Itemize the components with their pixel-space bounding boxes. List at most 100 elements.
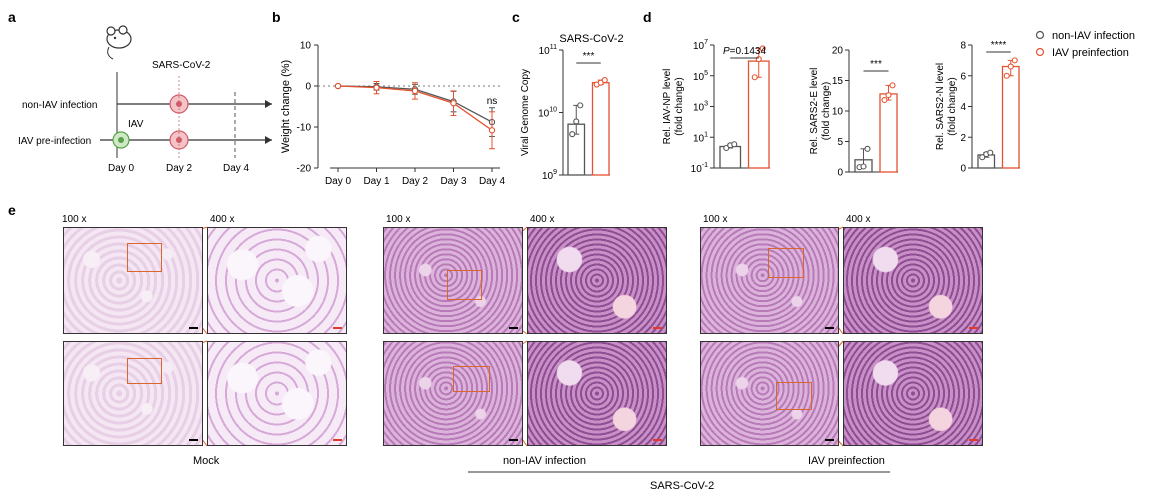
legend-marker-iav <box>1035 47 1045 57</box>
roi-box-noniav-2 <box>453 366 490 392</box>
data-point <box>889 82 896 89</box>
significance-label: ns <box>487 96 498 107</box>
mag-label-mock-low: 100 x <box>62 214 86 225</box>
mag-label-noniav-high: 400 x <box>530 214 554 225</box>
roi-box-mock-1 <box>127 243 162 272</box>
histology-noniav-low-2 <box>383 341 523 446</box>
data-point <box>1007 63 1014 70</box>
data-point <box>881 96 888 104</box>
chart-title: SARS-CoV-2 <box>559 33 623 45</box>
group1-arrowhead <box>265 100 272 108</box>
data-point <box>885 92 892 99</box>
roi-box-iav-1 <box>768 248 804 278</box>
panel-label-d: d <box>643 9 652 25</box>
y-tick-label: 0 <box>837 168 843 179</box>
schematic-group2-label: IAV pre-infection <box>18 136 91 147</box>
histology-mock-high-1 <box>207 227 347 334</box>
data-point <box>569 131 576 138</box>
histology-noniav-high-1 <box>527 227 667 334</box>
y-tick-label: 1010 <box>538 107 557 120</box>
mag-label-iav-low: 100 x <box>703 214 727 225</box>
roi-box-iav-2 <box>776 382 812 410</box>
data-point <box>334 82 342 90</box>
y-tick-label: 10-1 <box>691 162 708 175</box>
data-point <box>573 118 580 125</box>
schematic-day0: Day 0 <box>108 163 135 174</box>
y-axis-label: Rel. SARS2-E level <box>809 68 820 155</box>
data-point <box>1003 72 1010 79</box>
y-tick-label: 1011 <box>539 44 557 57</box>
y-tick-label: 103 <box>693 101 708 114</box>
y-tick-label: -10 <box>297 123 312 134</box>
y-tick-label: 10 <box>300 41 312 52</box>
x-tick-label: Day 0 <box>325 176 352 187</box>
data-point <box>860 163 867 170</box>
significance-label: *** <box>870 59 882 70</box>
y-axis-label: Rel. SARS2-N level <box>935 63 946 150</box>
y-tick-label: 107 <box>693 39 708 52</box>
roi-box-mock-2 <box>127 358 162 384</box>
data-point <box>751 74 758 81</box>
data-point <box>979 154 986 161</box>
y-axis-label: Viral Genome Copy <box>520 69 531 156</box>
iav-virus-icon <box>112 131 130 149</box>
y-axis-label: Rel. IAV-NP level <box>662 69 673 145</box>
data-point <box>373 84 380 91</box>
significance-label: *** <box>583 51 595 62</box>
y-tick-label: 6 <box>960 71 966 82</box>
bar-1 <box>879 93 898 173</box>
weight-change-chart: 10 0 -10 -20 Day 0 Day 1 Day 2 Day 3 Day 4 Weight… <box>280 41 505 188</box>
y-tick-label: 8 <box>960 41 966 52</box>
group-label-iav: IAV preinfection <box>808 455 885 467</box>
y-tick-label: 2 <box>960 133 966 144</box>
y-tick-label: 0 <box>305 82 311 93</box>
y-tick-label: 4 <box>960 102 966 113</box>
schematic-day2: Day 2 <box>166 163 193 174</box>
y-tick-label: -20 <box>297 164 312 175</box>
sars2-e-chart: 0 5 10 15 20 Rel. SARS2-E level (fold change) *… <box>809 46 898 179</box>
y-tick-label: 0 <box>960 164 966 175</box>
histology-iav-low-2 <box>700 341 839 446</box>
bar-1 <box>1001 65 1020 169</box>
panel-label-e: e <box>8 202 16 218</box>
y-tick-label: 5 <box>837 137 843 148</box>
data-point <box>987 149 994 156</box>
histology-noniav-high-2 <box>527 341 667 446</box>
data-point <box>731 141 738 148</box>
mouse-icon <box>106 25 132 60</box>
schematic-virus-label: SARS-CoV-2 <box>152 60 211 71</box>
legend: non-IAV infection IAV preinfection <box>1035 30 1135 59</box>
histology-iav-high-2 <box>843 341 983 446</box>
x-tick-label: Day 3 <box>440 176 467 187</box>
mag-label-noniav-low: 100 x <box>386 214 410 225</box>
y-tick-label: 105 <box>693 70 708 83</box>
data-point <box>723 144 730 152</box>
x-tick-label: Day 2 <box>402 176 429 187</box>
histology-iav-high-1 <box>843 227 983 334</box>
schematic-iav-label: IAV <box>128 119 144 130</box>
x-tick-label: Day 1 <box>363 176 390 187</box>
y-tick-label: 10 <box>832 107 844 118</box>
y-axis-label-2: (fold change) <box>947 77 958 135</box>
data-point <box>759 45 766 52</box>
legend-marker-control <box>1035 30 1045 40</box>
histology-iav-low-1 <box>700 227 839 334</box>
y-axis-label-2: (fold change) <box>674 77 685 135</box>
data-point <box>601 77 608 84</box>
histology-mock-high-2 <box>207 341 347 446</box>
y-axis-label: Weight change (%) <box>280 60 292 153</box>
data-point <box>577 102 584 109</box>
data-point <box>864 145 871 152</box>
roi-box-noniav-1 <box>447 270 482 300</box>
histology-mock-low-1 <box>63 227 203 334</box>
mag-label-mock-high: 400 x <box>210 214 234 225</box>
panel-label-b: b <box>272 9 281 25</box>
bar-0 <box>719 145 742 169</box>
mag-label-iav-high: 400 x <box>846 214 870 225</box>
legend-label-control: non-IAV infection <box>1052 30 1135 42</box>
sars2-n-chart: 0 2 4 6 8 Rel. SARS2-N level (fold change) **** <box>935 40 1020 175</box>
data-point <box>1011 57 1018 64</box>
x-tick-label: Day 4 <box>479 176 506 187</box>
